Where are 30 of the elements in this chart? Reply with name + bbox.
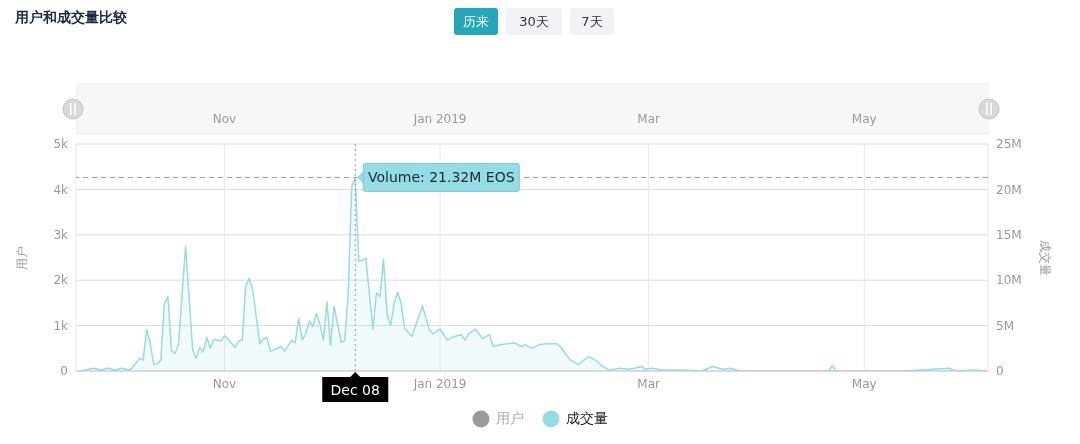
y2-tick-label: 15M — [996, 228, 1022, 243]
x-tick-label: Mar — [637, 376, 661, 391]
legend-label: 用户 — [496, 410, 524, 428]
ref-line-label: Dec 08 — [330, 381, 380, 398]
y2-tick-label: 25M — [996, 137, 1022, 152]
ref-line-label: Volume: 21.32M EOS — [367, 169, 515, 186]
range-button: 30天 — [506, 8, 562, 35]
chart-title: 用户和成交量比较 — [15, 9, 127, 27]
range-button: 7天 — [570, 8, 614, 35]
y-axis-title: 用户 — [15, 245, 29, 270]
y-tick-label: 4k — [53, 182, 69, 197]
y-tick-label: 1k — [53, 318, 69, 333]
legend-label: 成交量 — [566, 410, 608, 428]
y2-tick-label: 0 — [996, 364, 1004, 379]
y-tick-label: 5k — [53, 137, 69, 152]
y-tick-label: 3k — [53, 228, 69, 243]
text: Nov — [212, 112, 237, 126]
x-tick-label: Nov — [212, 376, 237, 391]
x-tick-label: May — [851, 376, 877, 391]
y2-tick-label: 5M — [996, 318, 1014, 333]
x-tick-label: Jan 2019 — [412, 376, 467, 391]
y2-tick-label: 10M — [996, 273, 1022, 288]
text: Jan 2019 — [413, 112, 467, 126]
range-button: 历来 — [454, 8, 498, 35]
y2-axis-title: 成交量 — [1038, 239, 1052, 276]
text: Mar — [637, 112, 660, 126]
text: May — [851, 112, 877, 126]
y-tick-label: 0 — [60, 364, 68, 379]
y-tick-label: 2k — [53, 273, 69, 288]
y2-tick-label: 20M — [996, 182, 1022, 197]
